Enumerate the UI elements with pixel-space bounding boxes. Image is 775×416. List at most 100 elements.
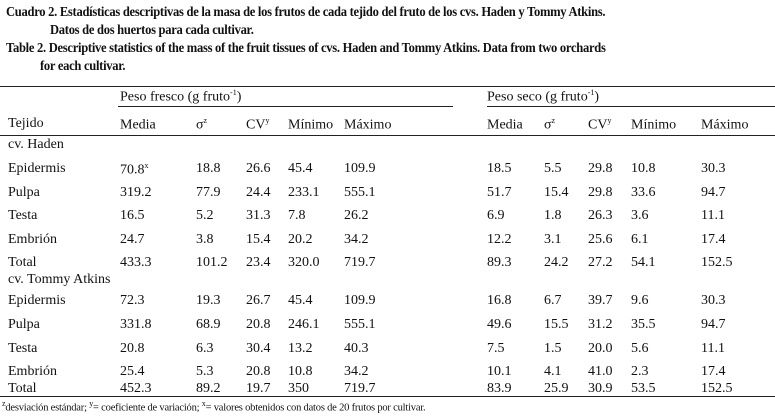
group-header-dry: Peso seco (g fruto-1)	[487, 88, 600, 105]
table-cell: 83.9	[487, 381, 512, 396]
table-cell: 27.2	[588, 255, 613, 270]
tissue-name: Epidermis	[8, 293, 66, 308]
table-cell: 20.8	[120, 341, 145, 356]
table-cell: 25.6	[588, 232, 613, 247]
table-cell: 26.3	[588, 208, 613, 223]
table-cell: 6.9	[487, 208, 505, 223]
column-header: Mínimo	[631, 117, 677, 133]
table-cell: 45.4	[288, 161, 313, 176]
table-cell: 17.4	[701, 232, 726, 247]
table-cell: 10.8	[288, 364, 313, 379]
table-cell: 1.5	[544, 341, 562, 356]
table-cell: 77.9	[196, 185, 221, 200]
table-cell: 70.8x	[120, 161, 149, 178]
table-cell: 3.1	[544, 232, 562, 247]
table-bottom-rule	[0, 396, 775, 397]
table-cell: 33.6	[631, 185, 656, 200]
table-cell: 433.3	[120, 255, 152, 270]
table-cell: 19.7	[246, 381, 271, 396]
table-cell: 152.5	[701, 255, 733, 270]
table-cell: 24.7	[120, 232, 145, 247]
table-cell: 6.3	[196, 341, 214, 356]
tissue-name: Testa	[8, 208, 38, 223]
table-cell: 16.8	[487, 293, 512, 308]
section-title: cv. Haden	[8, 137, 64, 152]
table-cell: 18.5	[487, 161, 512, 176]
table-cell: 94.7	[701, 317, 726, 332]
table-cell: 555.1	[344, 317, 376, 332]
table-cell: 20.8	[246, 364, 271, 379]
table-cell: 10.8	[631, 161, 656, 176]
column-header: Máximo	[701, 117, 749, 133]
table-cell: 152.5	[701, 381, 733, 396]
table-cell: 13.2	[288, 341, 313, 356]
table-cell: 719.7	[344, 381, 376, 396]
tissue-name: Pulpa	[8, 317, 40, 332]
column-header: CVy	[246, 116, 270, 133]
table-cell: 15.4	[246, 232, 271, 247]
table-cell: 35.5	[631, 317, 656, 332]
tissue-name: Total	[8, 381, 37, 396]
table-cell: 17.4	[701, 364, 726, 379]
tissue-name: Embrión	[8, 232, 57, 247]
table-cell: 94.7	[701, 185, 726, 200]
table-cell: 15.4	[544, 185, 569, 200]
table-cell: 25.9	[544, 381, 569, 396]
table-cell: 331.8	[120, 317, 152, 332]
table-cell: 109.9	[344, 293, 376, 308]
table-cell: 40.3	[344, 341, 369, 356]
table-cell: 20.2	[288, 232, 313, 247]
table-cell: 452.3	[120, 381, 152, 396]
table-cell: 7.8	[288, 208, 306, 223]
column-header: Media	[487, 117, 523, 133]
table-cell: 19.3	[196, 293, 221, 308]
table-cell: 20.0	[588, 341, 613, 356]
table-cell: 233.1	[288, 185, 320, 200]
column-header: CVy	[588, 116, 612, 133]
table-cell: 1.8	[544, 208, 562, 223]
table-cell: 29.8	[588, 185, 613, 200]
table-cell: 246.1	[288, 317, 320, 332]
table-cell: 11.1	[701, 208, 725, 223]
table-cell: 109.9	[344, 161, 376, 176]
table-cell: 30.4	[246, 341, 271, 356]
tissue-name: Testa	[8, 341, 38, 356]
table-cell: 89.2	[196, 381, 221, 396]
header-rule	[0, 135, 775, 136]
table-cell: 23.4	[246, 255, 271, 270]
table-cell: 51.7	[487, 185, 512, 200]
table-cell: 320.0	[288, 255, 320, 270]
column-header: σz	[544, 116, 556, 133]
tissue-name: Pulpa	[8, 185, 40, 200]
table-cell: 7.5	[487, 341, 505, 356]
group-rule-dry	[487, 106, 775, 107]
table-cell: 24.2	[544, 255, 569, 270]
tissue-name: Embrión	[8, 364, 57, 379]
table-cell: 5.3	[196, 364, 214, 379]
table-cell: 5.5	[544, 161, 562, 176]
footnote: zdesviación estándar; y= coeficiente de …	[2, 399, 426, 414]
table-cell: 72.3	[120, 293, 145, 308]
table-cell: 15.5	[544, 317, 569, 332]
table-cell: 34.2	[344, 232, 369, 247]
caption-en-line1: Table 2. Descriptive statistics of the m…	[6, 40, 606, 55]
table-cell: 9.6	[631, 293, 649, 308]
tissue-name: Epidermis	[8, 161, 66, 176]
table-cell: 30.3	[701, 293, 726, 308]
group-rule-fresh	[118, 106, 453, 107]
table-cell: 20.8	[246, 317, 271, 332]
caption-en-line2: for each cultivar.	[40, 58, 126, 73]
table-cell: 4.1	[544, 364, 562, 379]
table-cell: 29.8	[588, 161, 613, 176]
table-cell: 16.5	[120, 208, 145, 223]
caption-es-line1: Cuadro 2. Estadísticas descriptivas de l…	[6, 4, 606, 19]
table-cell: 31.3	[246, 208, 271, 223]
table-cell: 34.2	[344, 364, 369, 379]
table-cell: 89.3	[487, 255, 512, 270]
table-top-rule	[0, 86, 775, 87]
table-cell: 30.9	[588, 381, 613, 396]
table-cell: 6.1	[631, 232, 649, 247]
table-cell: 11.1	[701, 341, 725, 356]
table-cell: 24.4	[246, 185, 271, 200]
table-cell: 25.4	[120, 364, 145, 379]
